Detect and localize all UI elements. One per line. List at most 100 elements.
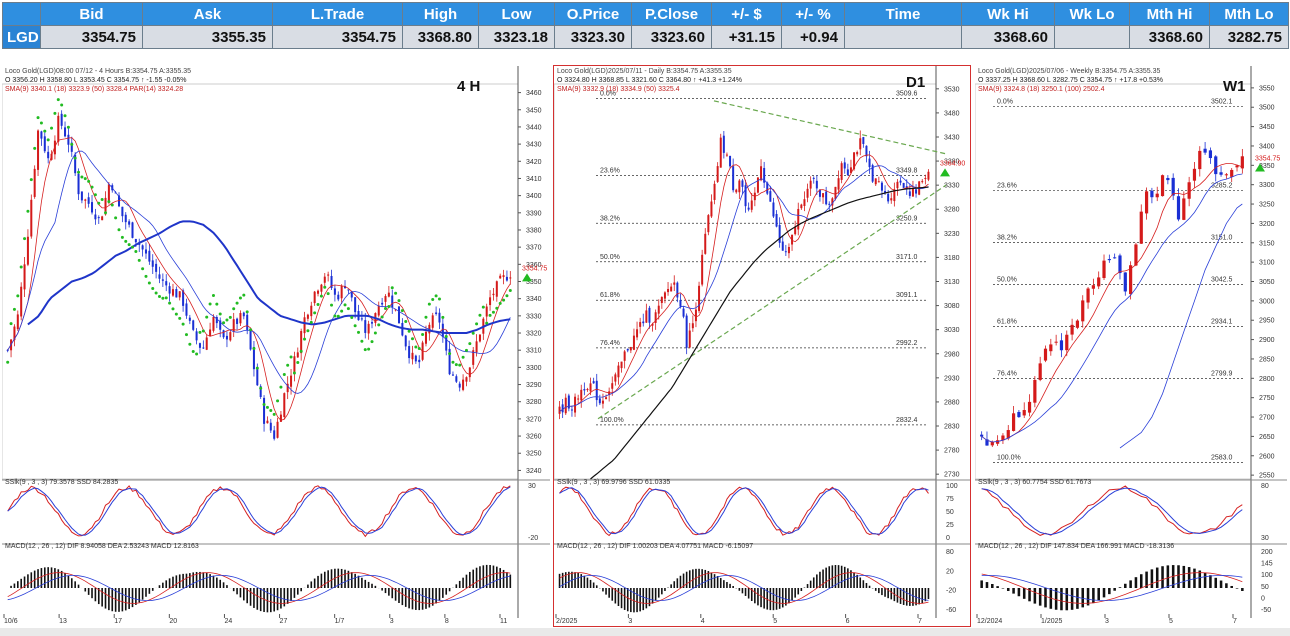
- fib-level-price: 2832.4: [896, 417, 918, 424]
- sar-dot: [26, 209, 30, 213]
- quote-value-l-trade: 3354.75: [272, 25, 403, 49]
- y-tick-label: 3430: [944, 134, 960, 141]
- stoch-tick-label: 30: [1261, 535, 1269, 542]
- candle-body: [350, 291, 353, 298]
- x-tick-label: 17: [114, 618, 122, 625]
- candle-body: [1187, 182, 1191, 199]
- candle-body: [1240, 156, 1244, 169]
- trendline-upper: [713, 100, 947, 155]
- quote-value-wk-lo: [1054, 25, 1130, 49]
- candle-body: [424, 331, 427, 344]
- sma-mid-line: [7, 150, 511, 394]
- chart-panel-w1[interactable]: 3550 3500 3450 3400 3350 3300 3250 3200 3150 3100…: [975, 66, 1287, 626]
- candle-body: [794, 226, 797, 235]
- sar-dot: [178, 316, 182, 320]
- sar-dot: [262, 403, 266, 407]
- sar-dot: [87, 179, 91, 183]
- y-tick-label: 3350: [526, 279, 542, 286]
- sar-dot: [343, 303, 347, 307]
- candle-body: [101, 216, 104, 221]
- candle-body: [657, 305, 660, 314]
- fib-level-pct: 38.2%: [600, 215, 620, 222]
- x-tick-label: 11: [500, 618, 507, 625]
- sar-dot: [181, 322, 185, 326]
- quote-header-o-price: O.Price: [554, 2, 632, 26]
- sar-dot: [468, 342, 472, 346]
- candle-body: [64, 127, 67, 137]
- candle-body: [592, 381, 595, 384]
- fib-level-price: 3151.0: [1211, 234, 1233, 241]
- y-tick-label: 3530: [944, 86, 960, 93]
- sar-dot: [238, 296, 242, 300]
- y-tick-label: 3100: [1259, 260, 1275, 267]
- candle-body: [239, 313, 242, 324]
- fib-level-pct: 0.0%: [600, 91, 616, 98]
- sar-dot: [43, 129, 47, 133]
- candle-body: [837, 178, 840, 190]
- candle-body: [1192, 168, 1197, 181]
- sar-dot: [414, 345, 418, 349]
- sar-dot: [23, 237, 27, 241]
- y-tick-label: 3450: [1259, 124, 1275, 131]
- sar-dot: [478, 313, 482, 317]
- candle-body: [1043, 348, 1048, 361]
- candle-body: [679, 300, 682, 307]
- candle-body: [310, 305, 313, 317]
- sar-dot: [39, 121, 43, 125]
- sar-dot: [144, 274, 148, 278]
- symbol-cell[interactable]: LGD: [2, 25, 41, 49]
- sar-dot: [336, 314, 340, 318]
- y-tick-label: 2550: [1259, 473, 1275, 480]
- sar-dot: [265, 405, 269, 409]
- candle-body: [1203, 148, 1207, 153]
- sar-dot: [269, 408, 273, 412]
- candle-body: [236, 318, 239, 324]
- candle-body: [384, 296, 387, 302]
- sar-dot: [502, 298, 506, 302]
- sar-dot: [211, 293, 215, 297]
- candle-body: [296, 352, 299, 358]
- sar-dot: [407, 329, 411, 333]
- sar-dot: [198, 330, 202, 334]
- sar-dot: [367, 347, 371, 351]
- candle-body: [161, 279, 164, 281]
- sar-dot: [188, 342, 192, 346]
- stoch-d-line: [7, 486, 511, 536]
- candle-body: [1235, 165, 1239, 168]
- candle-body: [185, 303, 188, 316]
- sar-dot: [171, 307, 175, 311]
- sar-dot: [120, 235, 124, 239]
- quote-value-ask: 3355.35: [142, 25, 273, 49]
- quote-value-row[interactable]: LGD 3354.75 3355.35 3354.75 3368.80 3323.18 3…: [2, 25, 1289, 49]
- candle-body: [367, 323, 370, 334]
- sar-dot: [350, 315, 354, 319]
- chart-panel-4h[interactable]: 3460 3450 3440 3430 3420 3410 3400 3390 3380 3370…: [2, 66, 550, 626]
- chart-canvas-d1[interactable]: 3530348034303380333032803230318031303080…: [554, 66, 970, 626]
- candle-body: [431, 315, 434, 328]
- candle-body: [667, 288, 670, 293]
- candle-body: [451, 374, 454, 376]
- chart-canvas-4h[interactable]: 3460 3450 3440 3430 3420 3410 3400 3390 3380 3370…: [2, 66, 550, 626]
- fib-level-price: 3171.0: [896, 254, 918, 261]
- stoch-label: SSlk(9 , 3 , 3) 69.9796 SSD 61.0335: [557, 479, 670, 486]
- x-tick-label: 7: [1233, 618, 1237, 625]
- fib-level-price: 3091.1: [896, 292, 918, 299]
- sar-dot: [330, 303, 334, 307]
- candle-body: [567, 395, 570, 409]
- chart-panel-d1[interactable]: 3530 3480 3430 3380 3330 3280 3230 3180 3130 3080…: [553, 65, 971, 627]
- sar-dot: [421, 332, 425, 336]
- candle-body: [414, 355, 417, 362]
- horizontal-scrollbar[interactable]: [0, 628, 1290, 636]
- sar-dot: [319, 294, 323, 298]
- candle-body: [1054, 341, 1058, 343]
- sar-dot: [100, 198, 104, 202]
- sar-dot: [427, 302, 431, 306]
- sar-dot: [431, 298, 435, 302]
- up-arrow-icon: [522, 273, 532, 282]
- chart-canvas-w1[interactable]: 3550350034503400335033003250320031503100…: [975, 66, 1287, 626]
- y-tick-label: 3410: [526, 176, 542, 183]
- candle-body: [623, 351, 626, 361]
- fib-level-pct: 50.0%: [600, 254, 620, 261]
- sar-dot: [346, 307, 350, 311]
- candle-body: [1038, 363, 1042, 380]
